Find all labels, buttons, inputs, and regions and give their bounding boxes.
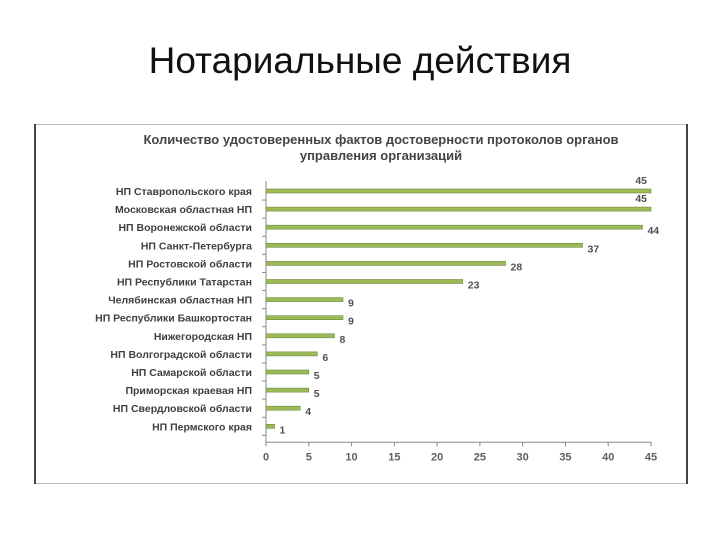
data-label: 37 (588, 243, 600, 255)
category-label: НП Республики Татарстан (117, 277, 252, 289)
x-tick-label: 20 (431, 451, 443, 463)
category-label: НП Самарской области (131, 367, 252, 379)
category-label: Нижегородская НП (154, 331, 252, 343)
x-tick-label: 0 (263, 451, 269, 463)
x-tick-label: 30 (517, 451, 529, 463)
bar (265, 297, 344, 302)
data-label: 1 (280, 424, 286, 436)
data-label: 8 (339, 334, 345, 346)
chart-top-rule (36, 124, 686, 125)
category-label: НП Санкт-Петербурга (141, 240, 252, 252)
chart-bottom-rule (36, 483, 686, 484)
bar (265, 405, 301, 411)
chart-frame: Количество удостоверенных фактов достове… (34, 124, 688, 484)
data-label: 23 (468, 280, 480, 292)
category-label: Приморская краевая НП (125, 385, 252, 397)
data-label: 45 (635, 175, 647, 187)
data-label: 44 (647, 225, 659, 237)
bar (265, 423, 275, 429)
bar (265, 224, 643, 230)
data-label: 5 (314, 370, 320, 382)
x-tick-label: 40 (602, 451, 614, 463)
bar (265, 333, 335, 339)
bar (265, 315, 344, 320)
x-tick-label: 35 (559, 451, 571, 463)
category-label: НП Ставропольского края (116, 186, 252, 198)
category-label: Челябинская областная НП (108, 295, 252, 307)
x-tick-label: 15 (388, 451, 400, 463)
bar (265, 206, 652, 212)
bar (265, 188, 652, 194)
bar (265, 279, 464, 284)
data-label: 6 (322, 352, 328, 364)
bar (265, 261, 506, 266)
bar (265, 243, 583, 248)
x-tick-label: 5 (306, 451, 312, 463)
data-label: 9 (348, 316, 354, 328)
bar (265, 369, 310, 375)
category-label: НП Воронежской области (118, 222, 252, 234)
data-label: 45 (635, 193, 647, 205)
slide-title: Нотариальные действия (148, 40, 572, 81)
category-label: Московская областная НП (115, 204, 252, 216)
data-label: 9 (348, 298, 354, 310)
x-tick-label: 25 (474, 451, 486, 463)
data-label: 4 (305, 406, 311, 418)
category-label: НП Свердловской области (113, 403, 252, 415)
bar (265, 387, 310, 393)
chart-title: Количество удостоверенных фактов достове… (143, 132, 619, 163)
x-tick-label: 10 (345, 451, 357, 463)
bar (265, 351, 318, 357)
data-label: 5 (314, 388, 320, 400)
category-label: НП Республики Башкортостан (95, 313, 252, 325)
category-label: НП Ростовской области (128, 258, 252, 270)
data-label: 28 (511, 261, 523, 273)
category-label: НП Пермского края (152, 421, 252, 433)
x-tick-label: 45 (645, 451, 657, 463)
category-label: НП Волгоградской области (110, 349, 252, 361)
